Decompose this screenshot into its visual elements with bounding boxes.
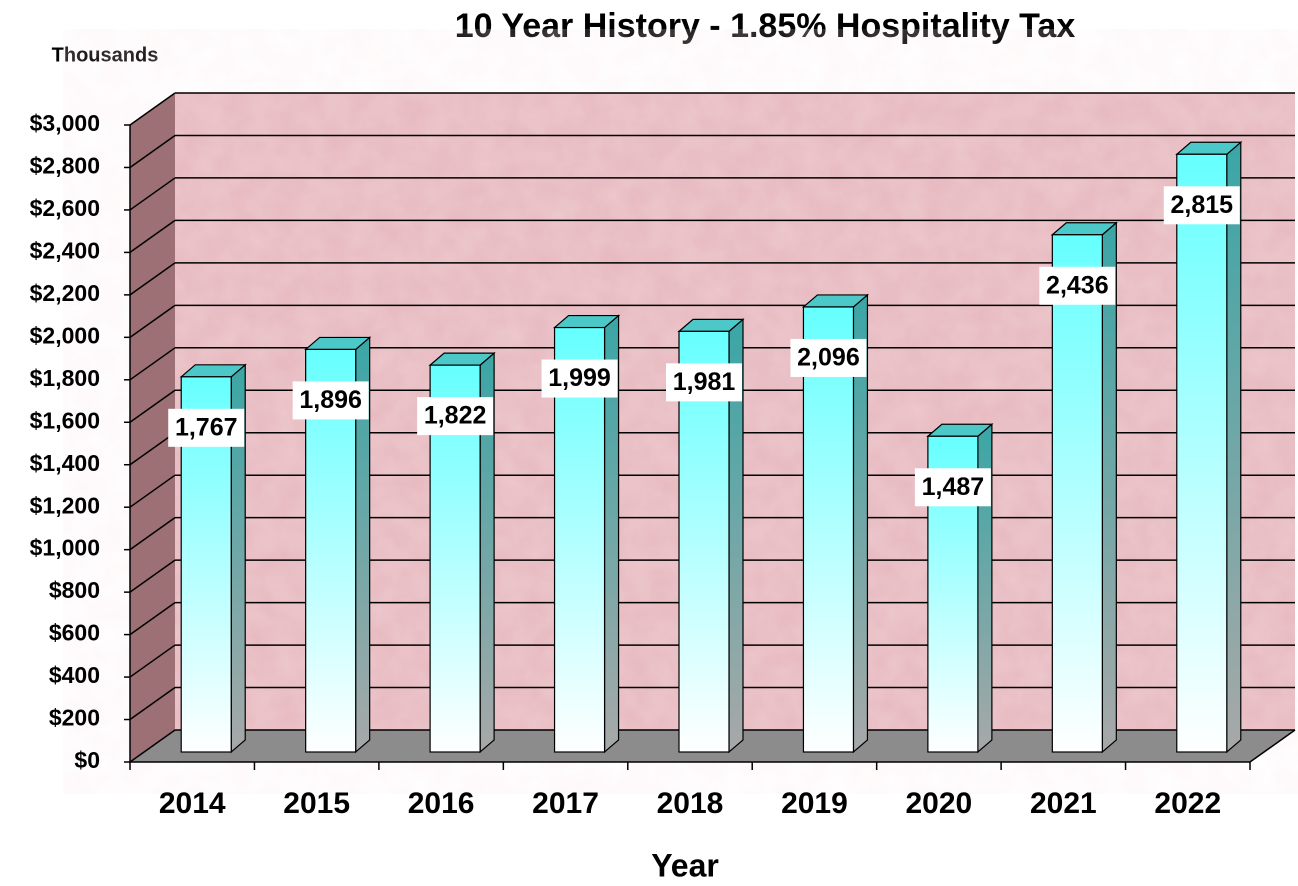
grid-line xyxy=(129,474,176,508)
x-tick-label: 2015 xyxy=(283,787,350,820)
bar-front xyxy=(1051,234,1103,753)
y-tick-label: $2,400 xyxy=(30,237,100,263)
y-tick-label: $0 xyxy=(74,747,100,773)
y-tick-label: $1,800 xyxy=(30,365,100,391)
bar-front xyxy=(1176,153,1228,753)
y-tick-label: $2,200 xyxy=(30,280,100,306)
bar xyxy=(428,351,496,754)
y-tick-label: $3,000 xyxy=(30,110,100,136)
x-tick-label: 2021 xyxy=(1030,787,1097,820)
grid-line xyxy=(129,517,176,551)
grid-line xyxy=(129,601,176,636)
grid-line xyxy=(129,432,176,466)
x-tick-label: 2018 xyxy=(657,787,724,820)
bar xyxy=(1050,221,1118,754)
grid-line xyxy=(129,686,176,721)
y-tick-label: $600 xyxy=(49,620,100,646)
grid-line xyxy=(129,559,176,593)
value-label-box xyxy=(292,381,369,420)
x-axis-title: Year xyxy=(651,847,719,883)
grid-line xyxy=(129,347,176,381)
x-tick-label: 2014 xyxy=(159,787,226,820)
bar xyxy=(552,314,621,754)
grid-line xyxy=(129,92,176,126)
value-label-box xyxy=(417,397,494,436)
y-tick-label: $400 xyxy=(49,662,100,688)
bar-front xyxy=(678,330,730,753)
y-tick-label: $1,000 xyxy=(30,535,100,561)
value-label-box xyxy=(1039,266,1116,305)
value-label: 1,767 xyxy=(175,413,238,441)
value-label-box xyxy=(1163,186,1240,225)
x-tick-label: 2016 xyxy=(408,787,475,820)
grid-line xyxy=(129,134,176,169)
plot-area: $0 $200 $400 $600 $800 $1,000 $1,200 $1,400 $1,6… xyxy=(30,92,1296,820)
value-label: 2,815 xyxy=(1170,191,1233,219)
grid-line xyxy=(129,644,176,678)
grid-line xyxy=(129,304,176,338)
grid-line xyxy=(129,219,176,254)
bar-front xyxy=(553,326,606,753)
value-label: 2,096 xyxy=(797,344,860,372)
grid-line xyxy=(129,729,176,763)
unit-label: Thousands xyxy=(52,44,159,66)
x-tick-label: 2017 xyxy=(532,787,599,820)
value-label: 1,896 xyxy=(299,386,362,414)
floor-edge xyxy=(1249,729,1296,763)
bar xyxy=(801,293,870,754)
y-tick-label: $1,200 xyxy=(30,492,100,518)
y-tick-label: $2,000 xyxy=(30,322,100,348)
value-label-box xyxy=(914,468,991,507)
y-tick-label: $2,800 xyxy=(30,153,100,179)
value-label-box xyxy=(790,338,867,377)
bar xyxy=(677,318,745,754)
y-tick-label: $2,600 xyxy=(30,195,100,221)
bar xyxy=(1175,140,1243,754)
value-label-box xyxy=(168,408,245,447)
value-label: 1,981 xyxy=(673,368,736,396)
chart-title: 10 Year History - 1.85% Hospitality Tax xyxy=(455,7,1076,45)
grid-line xyxy=(129,177,176,211)
grid-line xyxy=(129,389,176,423)
y-tick-label: $1,400 xyxy=(30,450,100,476)
x-tick-label: 2020 xyxy=(906,787,973,820)
value-label: 1,822 xyxy=(424,402,487,430)
y-tick-label: $800 xyxy=(49,577,100,603)
x-tick-label: 2019 xyxy=(781,787,848,820)
value-label-box xyxy=(666,363,742,402)
value-label-box xyxy=(541,359,618,398)
value-label: 1,487 xyxy=(922,473,985,501)
y-tick-label: $200 xyxy=(49,705,100,731)
value-label: 2,436 xyxy=(1046,271,1109,299)
value-label: 1,999 xyxy=(548,364,611,392)
side-wall xyxy=(130,93,175,762)
y-tick-label: $1,600 xyxy=(30,407,100,433)
bar-side xyxy=(1226,140,1242,754)
bar-front xyxy=(802,306,855,753)
x-tick-label: 2022 xyxy=(1154,787,1221,820)
grid-line xyxy=(129,262,176,296)
